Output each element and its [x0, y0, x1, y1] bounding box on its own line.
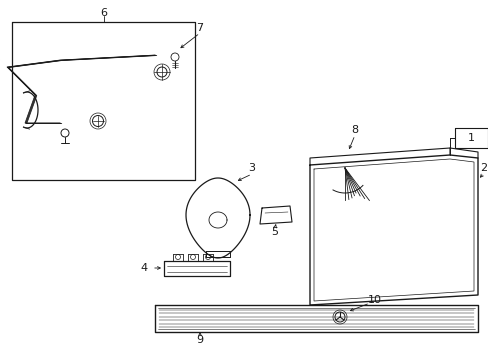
Text: 6: 6 [100, 8, 107, 18]
Text: 4: 4 [140, 263, 147, 273]
Text: 8: 8 [351, 125, 358, 135]
Text: 10: 10 [367, 295, 381, 305]
Text: 5: 5 [271, 227, 278, 237]
Text: 3: 3 [248, 163, 255, 173]
Text: 2: 2 [479, 163, 487, 173]
Text: 1: 1 [467, 133, 474, 143]
Text: 7: 7 [196, 23, 203, 33]
Text: 9: 9 [196, 335, 203, 345]
